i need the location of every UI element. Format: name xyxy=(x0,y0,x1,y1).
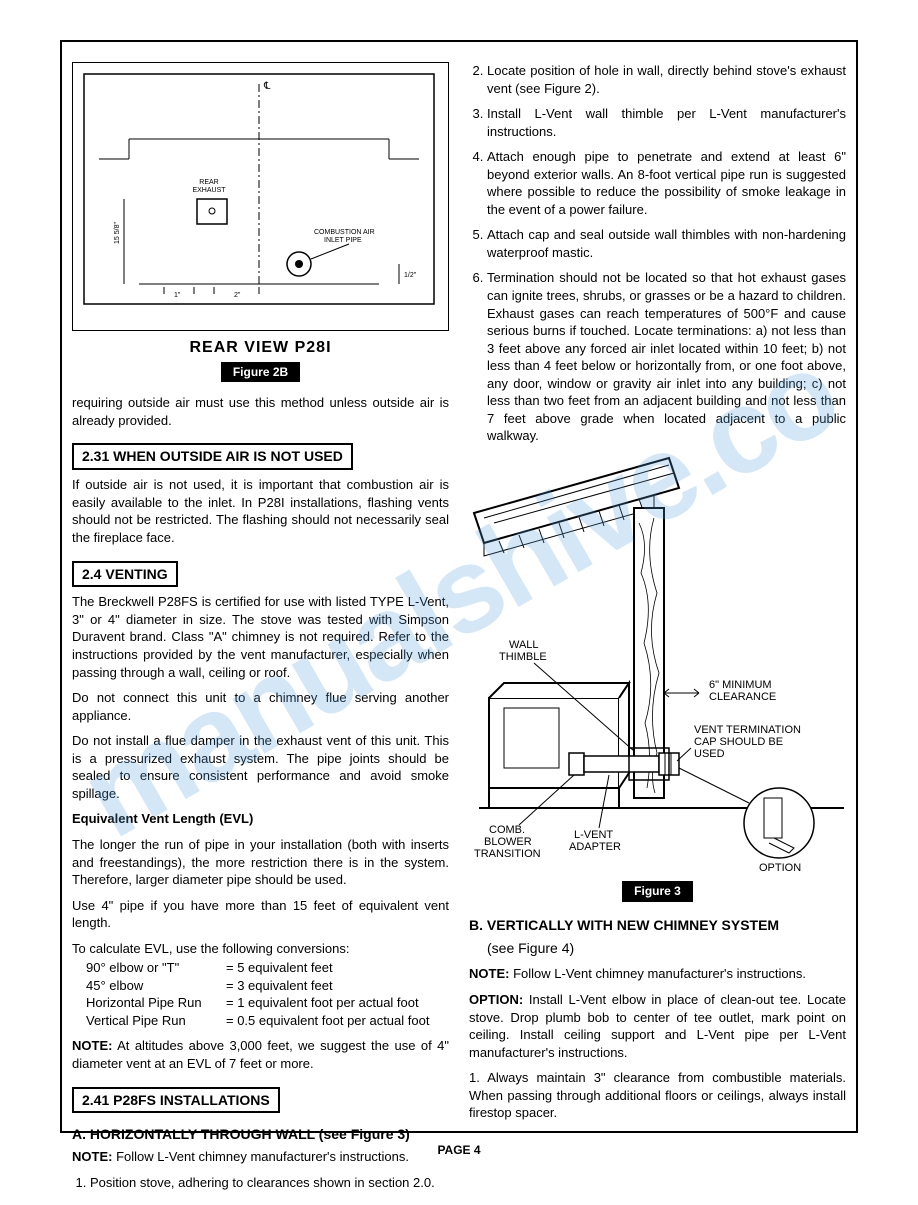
left-column: ℄ REAR EXHAUST COMBUSTION AIR INLET PIPE… xyxy=(72,62,449,1199)
svg-text:COMB.: COMB. xyxy=(489,824,525,836)
svg-text:INLET PIPE: INLET PIPE xyxy=(324,237,362,244)
conv-0-r: = 5 equivalent feet xyxy=(226,959,333,977)
note-3-b: NOTE: xyxy=(469,966,509,981)
p-24b: Do not connect this unit to a chimney fl… xyxy=(72,689,449,724)
conv-2-l: Horizontal Pipe Run xyxy=(86,994,226,1012)
p-24c: Do not install a flue damper in the exha… xyxy=(72,732,449,802)
hdr-241: 2.41 P28FS INSTALLATIONS xyxy=(72,1087,280,1114)
hdr-24: 2.4 VENTING xyxy=(72,561,178,588)
figure-2b-diagram: ℄ REAR EXHAUST COMBUSTION AIR INLET PIPE… xyxy=(79,69,439,319)
list-r-2: Locate position of hole in wall, directl… xyxy=(487,62,846,97)
figure-2b-box: ℄ REAR EXHAUST COMBUSTION AIR INLET PIPE… xyxy=(72,62,449,331)
conv-1-l: 45° elbow xyxy=(86,977,226,995)
sub-b: B. VERTICALLY WITH NEW CHIMNEY SYSTEM xyxy=(469,916,846,935)
list-r-3: Install L-Vent wall thimble per L-Vent m… xyxy=(487,105,846,140)
svg-text:1": 1" xyxy=(174,292,181,299)
svg-text:THIMBLE: THIMBLE xyxy=(499,651,547,663)
opt-txt: Install L-Vent elbow in place of clean-o… xyxy=(469,992,846,1060)
evl-hdr: Equivalent Vent Length (EVL) xyxy=(72,810,449,828)
option-p: OPTION: Install L-Vent elbow in place of… xyxy=(469,991,846,1061)
p-evl-a: The longer the run of pipe in your insta… xyxy=(72,836,449,889)
note-3: NOTE: Follow L-Vent chimney manufacturer… xyxy=(469,965,846,983)
p-24a: The Breckwell P28FS is certified for use… xyxy=(72,593,449,681)
list-r-5: Attach cap and seal outside wall thimble… xyxy=(487,226,846,261)
svg-text:REAR: REAR xyxy=(199,179,218,186)
p-evl-b: Use 4" pipe if you have more than 15 fee… xyxy=(72,897,449,932)
conv-2-r: = 1 equivalent foot per actual foot xyxy=(226,994,419,1012)
opt-b: OPTION: xyxy=(469,992,523,1007)
svg-text:COMBUSTION AIR: COMBUSTION AIR xyxy=(314,229,375,236)
cl-label: ℄ xyxy=(263,81,271,92)
svg-text:BLOWER: BLOWER xyxy=(484,836,532,848)
figure-3-label: Figure 3 xyxy=(622,881,693,901)
note-2: NOTE: Follow L-Vent chimney manufacturer… xyxy=(72,1148,449,1166)
conv-1-r: = 3 equivalent feet xyxy=(226,977,333,995)
p-evl-c: To calculate EVL, use the following conv… xyxy=(72,940,449,958)
hdr-231: 2.31 WHEN OUTSIDE AIR IS NOT USED xyxy=(72,443,353,470)
note-1: NOTE: At altitudes above 3,000 feet, we … xyxy=(72,1037,449,1072)
conv-3-l: Vertical Pipe Run xyxy=(86,1012,226,1030)
svg-text:ADAPTER: ADAPTER xyxy=(569,841,621,853)
note-3-txt: Follow L-Vent chimney manufacturer's ins… xyxy=(509,966,806,981)
list-b-1: 1. Always maintain 3" clearance from com… xyxy=(469,1069,846,1122)
conv-0-l: 90° elbow or "T" xyxy=(86,959,226,977)
svg-text:15 5/8": 15 5/8" xyxy=(114,222,121,244)
list-a: Position stove, adhering to clearances s… xyxy=(72,1174,449,1192)
sub-a: A. HORIZONTALLY THROUGH WALL (see Figure… xyxy=(72,1125,449,1144)
svg-text:L-VENT: L-VENT xyxy=(574,829,613,841)
note-2-b: NOTE: xyxy=(72,1149,112,1164)
figure-2b-title: REAR VIEW P28I xyxy=(72,337,449,359)
right-column: Locate position of hole in wall, directl… xyxy=(469,62,846,1199)
svg-text:1/2": 1/2" xyxy=(404,272,417,279)
svg-text:CAP SHOULD BE: CAP SHOULD BE xyxy=(694,736,783,748)
note-1-b: NOTE: xyxy=(72,1038,112,1053)
conv-3-r: = 0.5 equivalent foot per actual foot xyxy=(226,1012,429,1030)
figure-2b-label: Figure 2B xyxy=(221,362,300,382)
p-requiring: requiring outside air must use this meth… xyxy=(72,394,449,429)
svg-text:TRANSITION: TRANSITION xyxy=(474,848,541,860)
figure-3-diagram: WALL THIMBLE 6" MINIMUM CLEARANCE VENT T… xyxy=(469,453,849,873)
svg-text:CLEARANCE: CLEARANCE xyxy=(709,691,776,703)
list-right: Locate position of hole in wall, directl… xyxy=(469,62,846,445)
list-r-4: Attach enough pipe to penetrate and exte… xyxy=(487,148,846,218)
note-1-txt: At altitudes above 3,000 feet, we sugges… xyxy=(72,1038,449,1071)
svg-text:WALL: WALL xyxy=(509,639,539,651)
svg-text:OPTION: OPTION xyxy=(759,862,801,873)
svg-text:6" MINIMUM: 6" MINIMUM xyxy=(709,679,772,691)
p-231: If outside air is not used, it is import… xyxy=(72,476,449,546)
note-2-txt: Follow L-Vent chimney manufacturer's ins… xyxy=(112,1149,409,1164)
conversion-table: 90° elbow or "T"= 5 equivalent feet 45° … xyxy=(86,959,449,1029)
list-a-1: Position stove, adhering to clearances s… xyxy=(90,1174,449,1192)
svg-text:USED: USED xyxy=(694,748,725,760)
sub-b2: (see Figure 4) xyxy=(487,939,846,958)
svg-text:2": 2" xyxy=(234,292,241,299)
svg-text:VENT TERMINATION: VENT TERMINATION xyxy=(694,724,801,736)
svg-text:EXHAUST: EXHAUST xyxy=(192,187,226,194)
list-r-6: Termination should not be located so tha… xyxy=(487,269,846,444)
